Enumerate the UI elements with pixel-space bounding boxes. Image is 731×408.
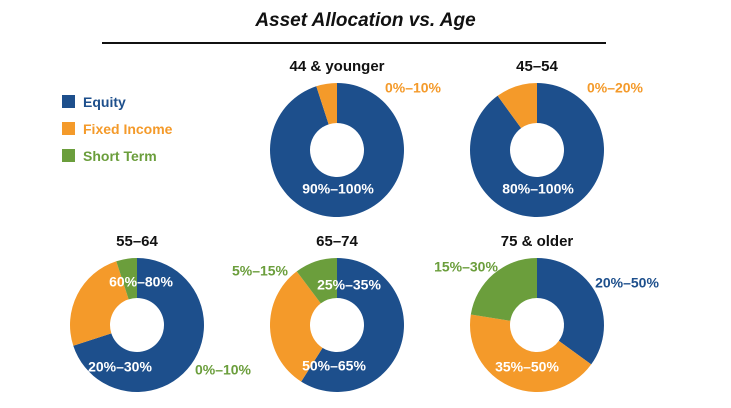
donut-slice-short-term [470, 258, 537, 321]
donut-title: 55–64 [116, 233, 158, 250]
legend-swatch [62, 149, 75, 162]
donut-slice-fixed-income [316, 83, 337, 125]
donut-slice-fixed-income [469, 314, 592, 392]
slice-label: 90%–100% [302, 181, 374, 197]
donut-slice-short-term [116, 258, 137, 300]
legend-label: Short Term [83, 147, 157, 164]
slice-label: 0%–20% [587, 80, 644, 96]
slice-label: 50%–65% [302, 358, 366, 374]
slice-label: 25%–35% [317, 277, 381, 293]
slice-label: 60%–80% [109, 274, 173, 290]
legend-item-short-term: Short Term [62, 142, 172, 169]
legend: Equity Fixed Income Short Term [62, 88, 172, 169]
slice-label: 35%–50% [495, 359, 559, 375]
donut-slice-fixed-income [270, 271, 323, 382]
donut-slice-equity [73, 258, 205, 392]
slice-label: 5%–15% [232, 263, 289, 279]
slice-label: 15%–30% [434, 259, 498, 275]
donut-slice-equity [537, 258, 604, 365]
donut-slice-fixed-income [70, 261, 129, 346]
title-underline [102, 42, 606, 44]
chart-title: Asset Allocation vs. Age [255, 10, 476, 31]
donut-slice-short-term [296, 258, 337, 304]
legend-swatch [62, 95, 75, 108]
donut-slice-equity [470, 83, 604, 217]
legend-label: Fixed Income [83, 120, 173, 137]
donut-slice-equity [269, 83, 405, 217]
donut-slice-equity [301, 258, 404, 393]
legend-label: Equity [83, 93, 126, 110]
slice-label: 0%–10% [385, 80, 442, 96]
legend-item-equity: Equity [62, 88, 172, 115]
donut-title: 75 & older [500, 233, 574, 250]
slice-label: 0%–10% [195, 362, 252, 378]
donut-title: 44 & younger [289, 58, 385, 75]
donut-slice-fixed-income [497, 83, 537, 129]
slice-label: 20%–50% [595, 275, 659, 291]
legend-item-fixed-income: Fixed Income [62, 115, 172, 142]
slice-label: 20%–30% [88, 359, 152, 375]
legend-swatch [62, 122, 75, 135]
donut-title: 65–74 [316, 233, 358, 250]
slice-label: 80%–100% [502, 181, 574, 197]
donut-title: 45–54 [516, 58, 558, 75]
